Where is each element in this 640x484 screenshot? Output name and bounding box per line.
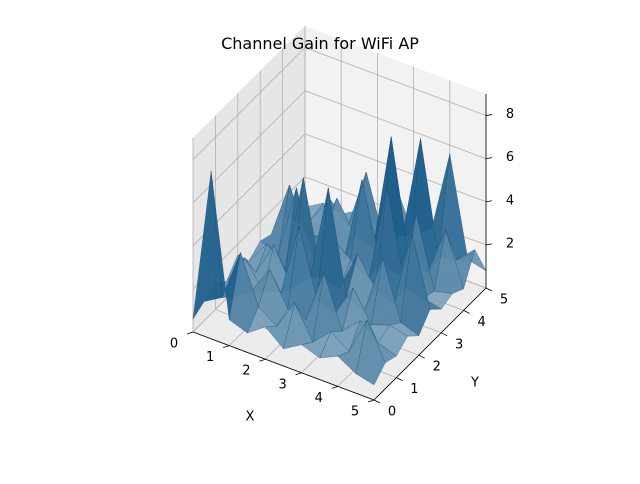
y-tick xyxy=(373,399,381,404)
z-tick xyxy=(485,114,493,116)
y-tick-label: 1 xyxy=(410,382,418,397)
y-tick-label: 3 xyxy=(455,337,463,352)
x-tick xyxy=(295,372,302,376)
y-axis-line xyxy=(373,287,487,401)
y-tick xyxy=(441,332,448,337)
y-tick-label: 0 xyxy=(388,405,396,420)
y-tick-label: 4 xyxy=(477,315,485,330)
x-tick xyxy=(186,331,194,335)
y-tick xyxy=(485,287,493,292)
x-axis-label: X xyxy=(246,410,255,425)
z-tick xyxy=(485,200,493,203)
y-tick-label: 2 xyxy=(433,360,441,375)
x-tick-label: 5 xyxy=(351,405,359,420)
z-gridline xyxy=(192,47,487,160)
z-tick-label: 4 xyxy=(506,193,514,208)
z-tick-label: 2 xyxy=(506,236,514,251)
y-tick xyxy=(418,354,425,359)
x-tick xyxy=(259,358,266,362)
x-tick-label: 0 xyxy=(170,337,178,352)
chart-title: Channel Gain for WiFi AP xyxy=(221,34,419,53)
x-tick-label: 4 xyxy=(315,391,323,406)
z-tick-label: 6 xyxy=(506,150,514,165)
x-axis-line xyxy=(192,331,375,401)
y-axis-label: Y xyxy=(470,376,479,391)
y-tick xyxy=(396,377,403,381)
x-tick xyxy=(367,399,375,403)
x-tick-label: 3 xyxy=(278,377,286,392)
x-tick xyxy=(331,386,338,389)
y-tick-label: 5 xyxy=(500,293,508,308)
z-gridline xyxy=(192,90,487,203)
z-tick xyxy=(485,243,493,246)
x-tick-label: 2 xyxy=(242,364,250,379)
x-tick xyxy=(223,345,230,348)
surface-face xyxy=(355,318,386,386)
y-tick xyxy=(463,310,470,314)
z-tick xyxy=(485,157,493,160)
z-tick-label: 8 xyxy=(506,107,514,122)
x-tick-label: 1 xyxy=(206,350,214,365)
